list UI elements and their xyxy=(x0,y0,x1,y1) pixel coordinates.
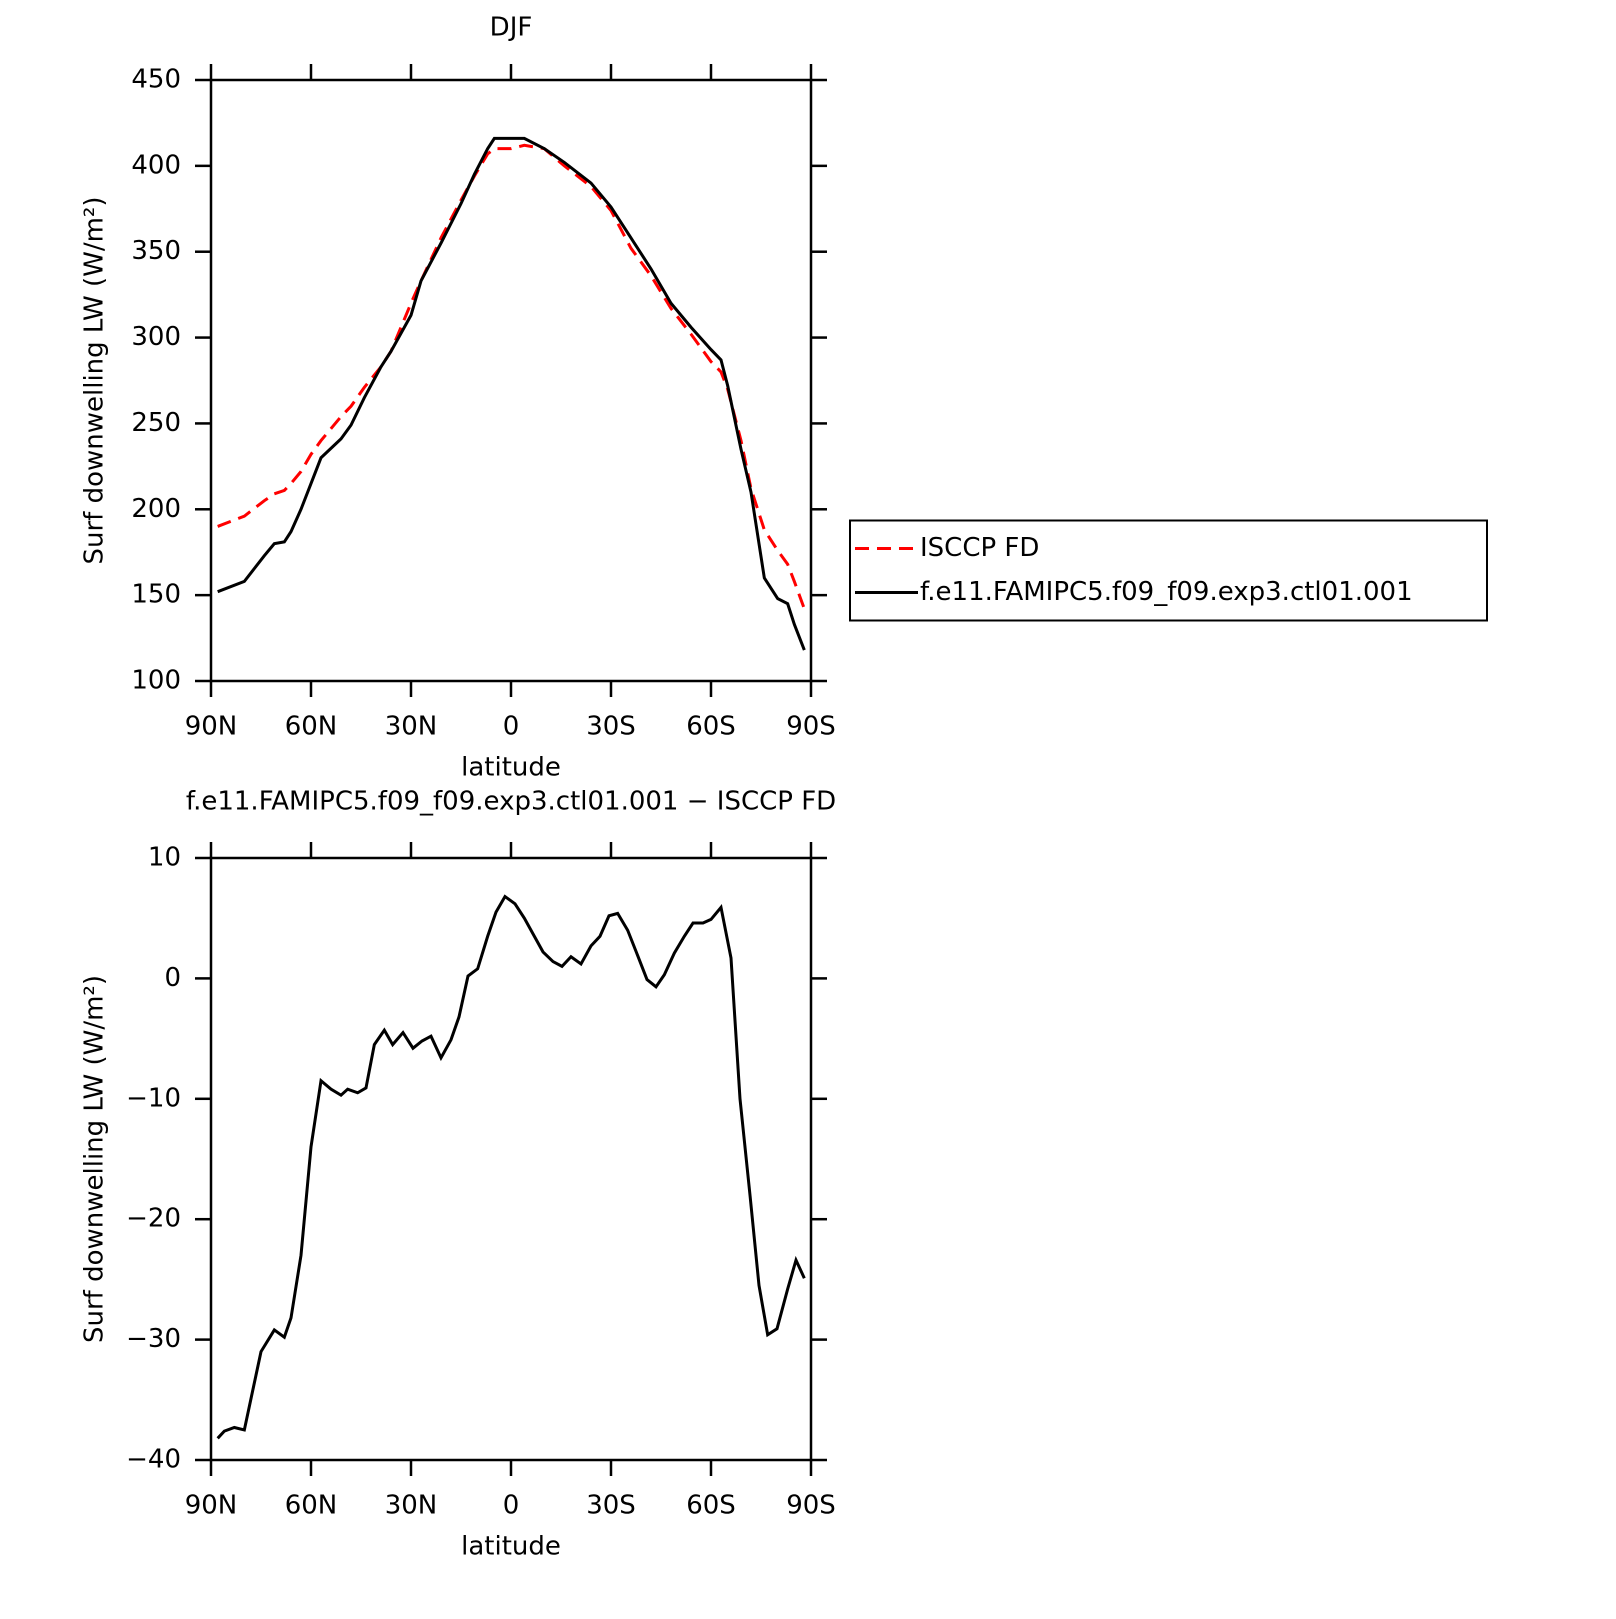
data-line xyxy=(217,136,806,651)
x-tick-label: 60N xyxy=(285,1491,338,1521)
y-tick-label: 400 xyxy=(131,150,181,180)
legend-label: f.e11.FAMIPC5.f09_f09.exp3.ctl01.001 xyxy=(920,577,1413,607)
y-axis-label: Surf downwelling LW (W/m²) xyxy=(80,197,110,565)
x-tick-label: 30S xyxy=(586,1491,636,1521)
y-tick-label: −30 xyxy=(126,1324,181,1354)
x-axis-label: latitude xyxy=(461,753,561,783)
x-tick-label: 0 xyxy=(503,1491,520,1521)
x-tick-label: 90S xyxy=(786,1491,836,1521)
legend-label: ISCCP FD xyxy=(920,533,1039,563)
x-tick-label: 60S xyxy=(686,712,736,742)
y-tick-label: 350 xyxy=(131,236,181,266)
plot-frame xyxy=(209,78,813,683)
y-axis-label: Surf downwelling LW (W/m²) xyxy=(80,975,110,1343)
x-tick-label: 30N xyxy=(385,712,438,742)
y-tick-label: 10 xyxy=(148,843,181,873)
y-tick-label: 150 xyxy=(131,580,181,610)
data-line xyxy=(216,894,806,1440)
data-line xyxy=(217,143,806,610)
y-tick-label: 250 xyxy=(131,408,181,438)
legend-frame xyxy=(849,519,1488,622)
y-tick-label: 0 xyxy=(164,963,181,993)
y-tick-label: 300 xyxy=(131,322,181,352)
y-tick-label: 200 xyxy=(131,494,181,524)
y-tick-label: 450 xyxy=(131,65,181,95)
x-tick-label: 90N xyxy=(185,712,238,742)
x-tick-label: 60S xyxy=(686,1491,736,1521)
x-tick-label: 30S xyxy=(586,712,636,742)
x-tick-label: 30N xyxy=(385,1491,438,1521)
y-tick-label: −10 xyxy=(126,1083,181,1113)
x-tick-label: 60N xyxy=(285,712,338,742)
x-axis-label: latitude xyxy=(461,1532,561,1562)
chart-title: f.e11.FAMIPC5.f09_f09.exp3.ctl01.001 − I… xyxy=(186,787,836,817)
chart-title: DJF xyxy=(490,13,533,43)
y-tick-label: 100 xyxy=(131,666,181,696)
x-tick-label: 90S xyxy=(786,712,836,742)
y-tick-label: −20 xyxy=(126,1204,181,1234)
x-tick-label: 90N xyxy=(185,1491,238,1521)
plot-frame xyxy=(209,856,813,1462)
x-tick-label: 0 xyxy=(503,712,520,742)
y-tick-label: −40 xyxy=(126,1445,181,1475)
